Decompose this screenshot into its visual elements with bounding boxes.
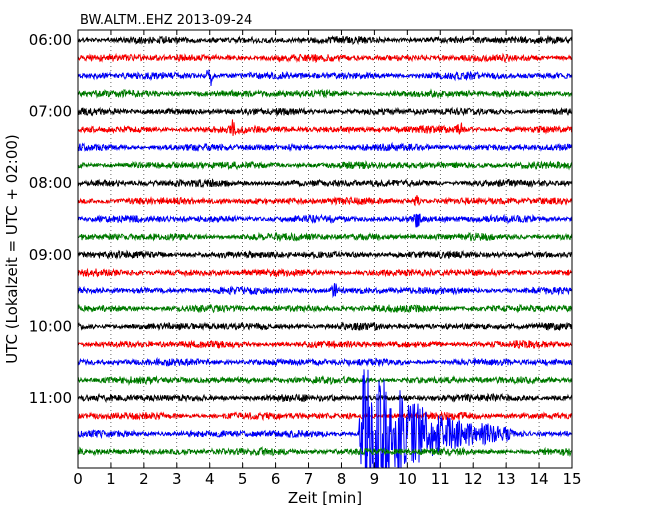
y-tick-label: 11:00	[29, 389, 72, 407]
x-tick-label: 10	[398, 470, 417, 488]
trace-line	[78, 249, 572, 260]
trace-line	[78, 410, 572, 422]
x-axis-label: Zeit [min]	[288, 489, 362, 507]
trace-line	[78, 283, 572, 299]
trace-line	[78, 339, 572, 350]
x-tick-label: 6	[271, 470, 281, 488]
y-tick-label: 07:00	[29, 103, 72, 121]
trace-line	[78, 119, 572, 136]
trace-line	[78, 303, 572, 314]
trace-line	[78, 160, 572, 171]
trace-line	[78, 88, 572, 99]
trace-line	[78, 445, 572, 457]
plot-frame	[77, 29, 573, 469]
x-tick-label: 1	[106, 470, 116, 488]
x-tick-label: 8	[337, 470, 347, 488]
y-tick-label: 08:00	[29, 174, 72, 192]
trace-line	[78, 34, 572, 46]
trace-line	[78, 178, 572, 189]
trace-line	[78, 141, 572, 153]
x-tick-label: 2	[139, 470, 149, 488]
trace-group	[78, 34, 572, 468]
trace-line	[78, 356, 572, 368]
trace-line	[78, 369, 572, 468]
x-tick-label: 3	[172, 470, 182, 488]
x-tick-label: 12	[464, 470, 483, 488]
trace-line	[78, 267, 572, 278]
x-tick-label: 14	[530, 470, 549, 488]
trace-line	[78, 321, 572, 331]
trace-line	[78, 52, 572, 64]
trace-line	[78, 392, 572, 404]
trace-line	[78, 213, 572, 228]
y-tick-label: 10:00	[29, 317, 72, 335]
trace-line	[78, 195, 572, 207]
x-tick-label: 11	[431, 470, 450, 488]
x-tick-label: 13	[497, 470, 516, 488]
x-tick-label: 0	[73, 470, 83, 488]
x-tick-label: 15	[562, 470, 581, 488]
chart-title: BW.ALTM..EHZ 2013-09-24	[80, 13, 252, 28]
x-ticks: 0 1 2 3 4 5 6 7 8 9 10 11 12 13 14 15	[73, 30, 582, 488]
trace-line	[78, 69, 572, 87]
x-tick-label: 4	[205, 470, 215, 488]
trace-line	[78, 231, 572, 243]
x-tick-label: 7	[304, 470, 314, 488]
trace-line	[78, 106, 572, 118]
trace-line	[78, 374, 572, 386]
x-tick-label: 5	[238, 470, 248, 488]
y-tick-label: 09:00	[29, 246, 72, 264]
x-tick-label: 9	[370, 470, 380, 488]
y-axis-label: UTC (Lokalzeit = UTC + 02:00)	[3, 134, 21, 364]
y-tick-label: 06:00	[29, 31, 72, 49]
y-tick-labels: 06:00 07:00 08:00 09:00 10:00 11:00	[29, 31, 72, 407]
